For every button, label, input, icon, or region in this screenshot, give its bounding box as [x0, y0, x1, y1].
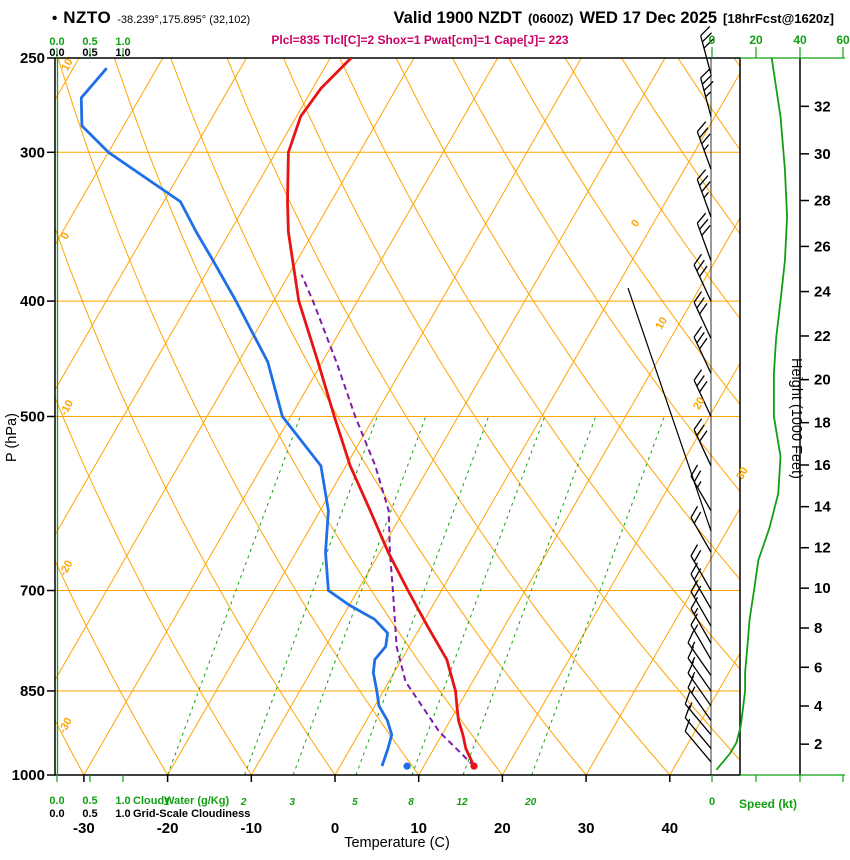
svg-text:28: 28: [814, 193, 831, 210]
valid-date: WED 17 Dec 2025: [579, 9, 718, 27]
svg-text:1.0: 1.0: [115, 36, 130, 48]
svg-text:0.0: 0.0: [49, 36, 64, 48]
height-axis-title: Height (1000 Feet): [788, 358, 804, 479]
wind-speed-profile: [715, 57, 789, 771]
svg-text:26: 26: [814, 238, 831, 255]
svg-text:8: 8: [408, 797, 414, 808]
svg-text:16: 16: [814, 457, 831, 474]
sounding-curves: [79, 58, 476, 767]
svg-text:10: 10: [814, 580, 831, 597]
svg-text:12: 12: [814, 540, 831, 557]
svg-text:20: 20: [749, 33, 763, 47]
svg-text:-30: -30: [57, 716, 75, 736]
svg-text:8: 8: [814, 620, 822, 637]
svg-text:40: 40: [661, 820, 678, 837]
svg-text:1.0: 1.0: [115, 47, 130, 59]
svg-text:1000: 1000: [12, 767, 45, 784]
svg-text:30: 30: [814, 146, 831, 163]
svg-text:0.5: 0.5: [82, 795, 97, 807]
svg-text:40: 40: [793, 33, 807, 47]
cloudwater-axis-title: CloudWater (g/Kg): [133, 795, 229, 807]
mixing-ratio-lines: [167, 416, 665, 775]
svg-text:32: 32: [814, 98, 831, 115]
svg-text:20: 20: [494, 820, 511, 837]
wind-barbs: [684, 26, 714, 763]
skewt-grid-lines: [55, 58, 740, 775]
svg-text:-30: -30: [73, 820, 95, 837]
svg-text:20: 20: [524, 797, 537, 808]
svg-text:18: 18: [814, 415, 831, 432]
forecast-tag: [18hrFcst@1620z]: [723, 11, 834, 26]
indices-line: Plcl=835 Tlcl[C]=2 Shox=1 Pwat[cm]=1 Cap…: [271, 33, 569, 47]
svg-text:10: 10: [653, 315, 670, 332]
svg-text:-20: -20: [57, 558, 75, 578]
svg-text:0: 0: [709, 33, 716, 47]
svg-text:6: 6: [814, 659, 822, 676]
svg-text:24: 24: [814, 284, 831, 301]
svg-text:-10: -10: [240, 820, 262, 837]
svg-text:300: 300: [20, 144, 45, 161]
svg-text:-20: -20: [157, 820, 179, 837]
svg-text:0.0: 0.0: [49, 795, 64, 807]
svg-text:3: 3: [289, 797, 295, 808]
valid-time: Valid 1900 NZDT: [393, 9, 522, 27]
svg-text:22: 22: [814, 328, 831, 345]
svg-text:1.0: 1.0: [115, 808, 130, 820]
pressure-axis-title: P (hPa): [4, 413, 20, 462]
inline-grid-labels: 0 10 20 30 10 0 -10 -20 -30: [57, 57, 751, 736]
svg-text:0: 0: [629, 218, 642, 229]
svg-text:0.5: 0.5: [82, 36, 97, 48]
svg-text:0.5: 0.5: [82, 808, 97, 820]
station-bullet: •: [52, 10, 58, 27]
svg-text:0: 0: [59, 230, 72, 241]
svg-text:0.0: 0.0: [49, 47, 64, 59]
svg-text:700: 700: [20, 583, 45, 600]
svg-text:1: 1: [164, 797, 170, 808]
station-id: NZTO: [63, 8, 112, 27]
svg-text:14: 14: [814, 499, 831, 516]
svg-text:2: 2: [240, 797, 247, 808]
svg-text:20: 20: [814, 372, 831, 389]
speed-axis-title: Speed (kt): [739, 797, 797, 811]
chart-title: • NZTO -38.239°,175.895° (32,102) Valid …: [52, 8, 834, 28]
svg-text:60: 60: [836, 33, 850, 47]
svg-text:10: 10: [410, 820, 427, 837]
cloudiness-axis-title: Grid-Scale Cloudiness: [133, 808, 250, 820]
temp-axis-title: Temperature (C): [344, 835, 450, 851]
svg-text:0.5: 0.5: [82, 47, 97, 59]
svg-text:4: 4: [814, 698, 823, 715]
svg-text:20: 20: [691, 395, 708, 412]
svg-text:250: 250: [20, 50, 45, 67]
svg-text:1.0: 1.0: [115, 795, 130, 807]
svg-text:5: 5: [352, 797, 358, 808]
svg-text:30: 30: [578, 820, 595, 837]
svg-text:850: 850: [20, 683, 45, 700]
svg-text:10: 10: [59, 57, 75, 73]
valid-zulu: (0600Z): [527, 11, 574, 26]
svg-text:0.0: 0.0: [49, 808, 64, 820]
svg-text:500: 500: [20, 409, 45, 426]
svg-text:12: 12: [456, 797, 468, 808]
speed-axis-zero: 0: [709, 796, 715, 808]
station-coords: -38.239°,175.895° (32,102): [117, 14, 251, 26]
svg-text:400: 400: [20, 293, 45, 310]
svg-text:-10: -10: [58, 398, 76, 418]
svg-text:2: 2: [814, 736, 822, 753]
surface-points: [403, 762, 478, 770]
svg-text:0: 0: [331, 820, 339, 837]
svg-text:30: 30: [734, 465, 751, 482]
